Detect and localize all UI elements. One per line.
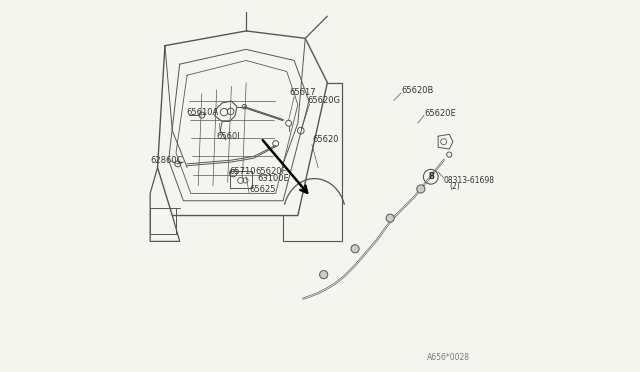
Text: 65620E: 65620E <box>424 109 456 118</box>
Text: 65710: 65710 <box>230 167 256 176</box>
Circle shape <box>417 185 425 193</box>
Text: 65625: 65625 <box>249 185 276 194</box>
Text: 62860C: 62860C <box>150 155 182 165</box>
Circle shape <box>351 245 359 253</box>
Text: 65620G: 65620G <box>307 96 340 105</box>
Text: 65620: 65620 <box>312 135 339 144</box>
Text: B: B <box>428 172 434 181</box>
Text: 6560l: 6560l <box>216 132 239 141</box>
Circle shape <box>319 270 328 279</box>
Circle shape <box>386 214 394 222</box>
Text: 08313-61698: 08313-61698 <box>444 176 495 185</box>
Text: 65620F: 65620F <box>255 167 287 176</box>
Text: A656*0028: A656*0028 <box>427 353 470 362</box>
Text: 65610A: 65610A <box>186 108 219 117</box>
Text: 65617: 65617 <box>290 89 316 97</box>
Text: B: B <box>428 172 434 181</box>
Text: 65620B: 65620B <box>401 86 434 94</box>
Text: 63100E: 63100E <box>257 174 289 183</box>
Text: (2): (2) <box>449 182 460 191</box>
